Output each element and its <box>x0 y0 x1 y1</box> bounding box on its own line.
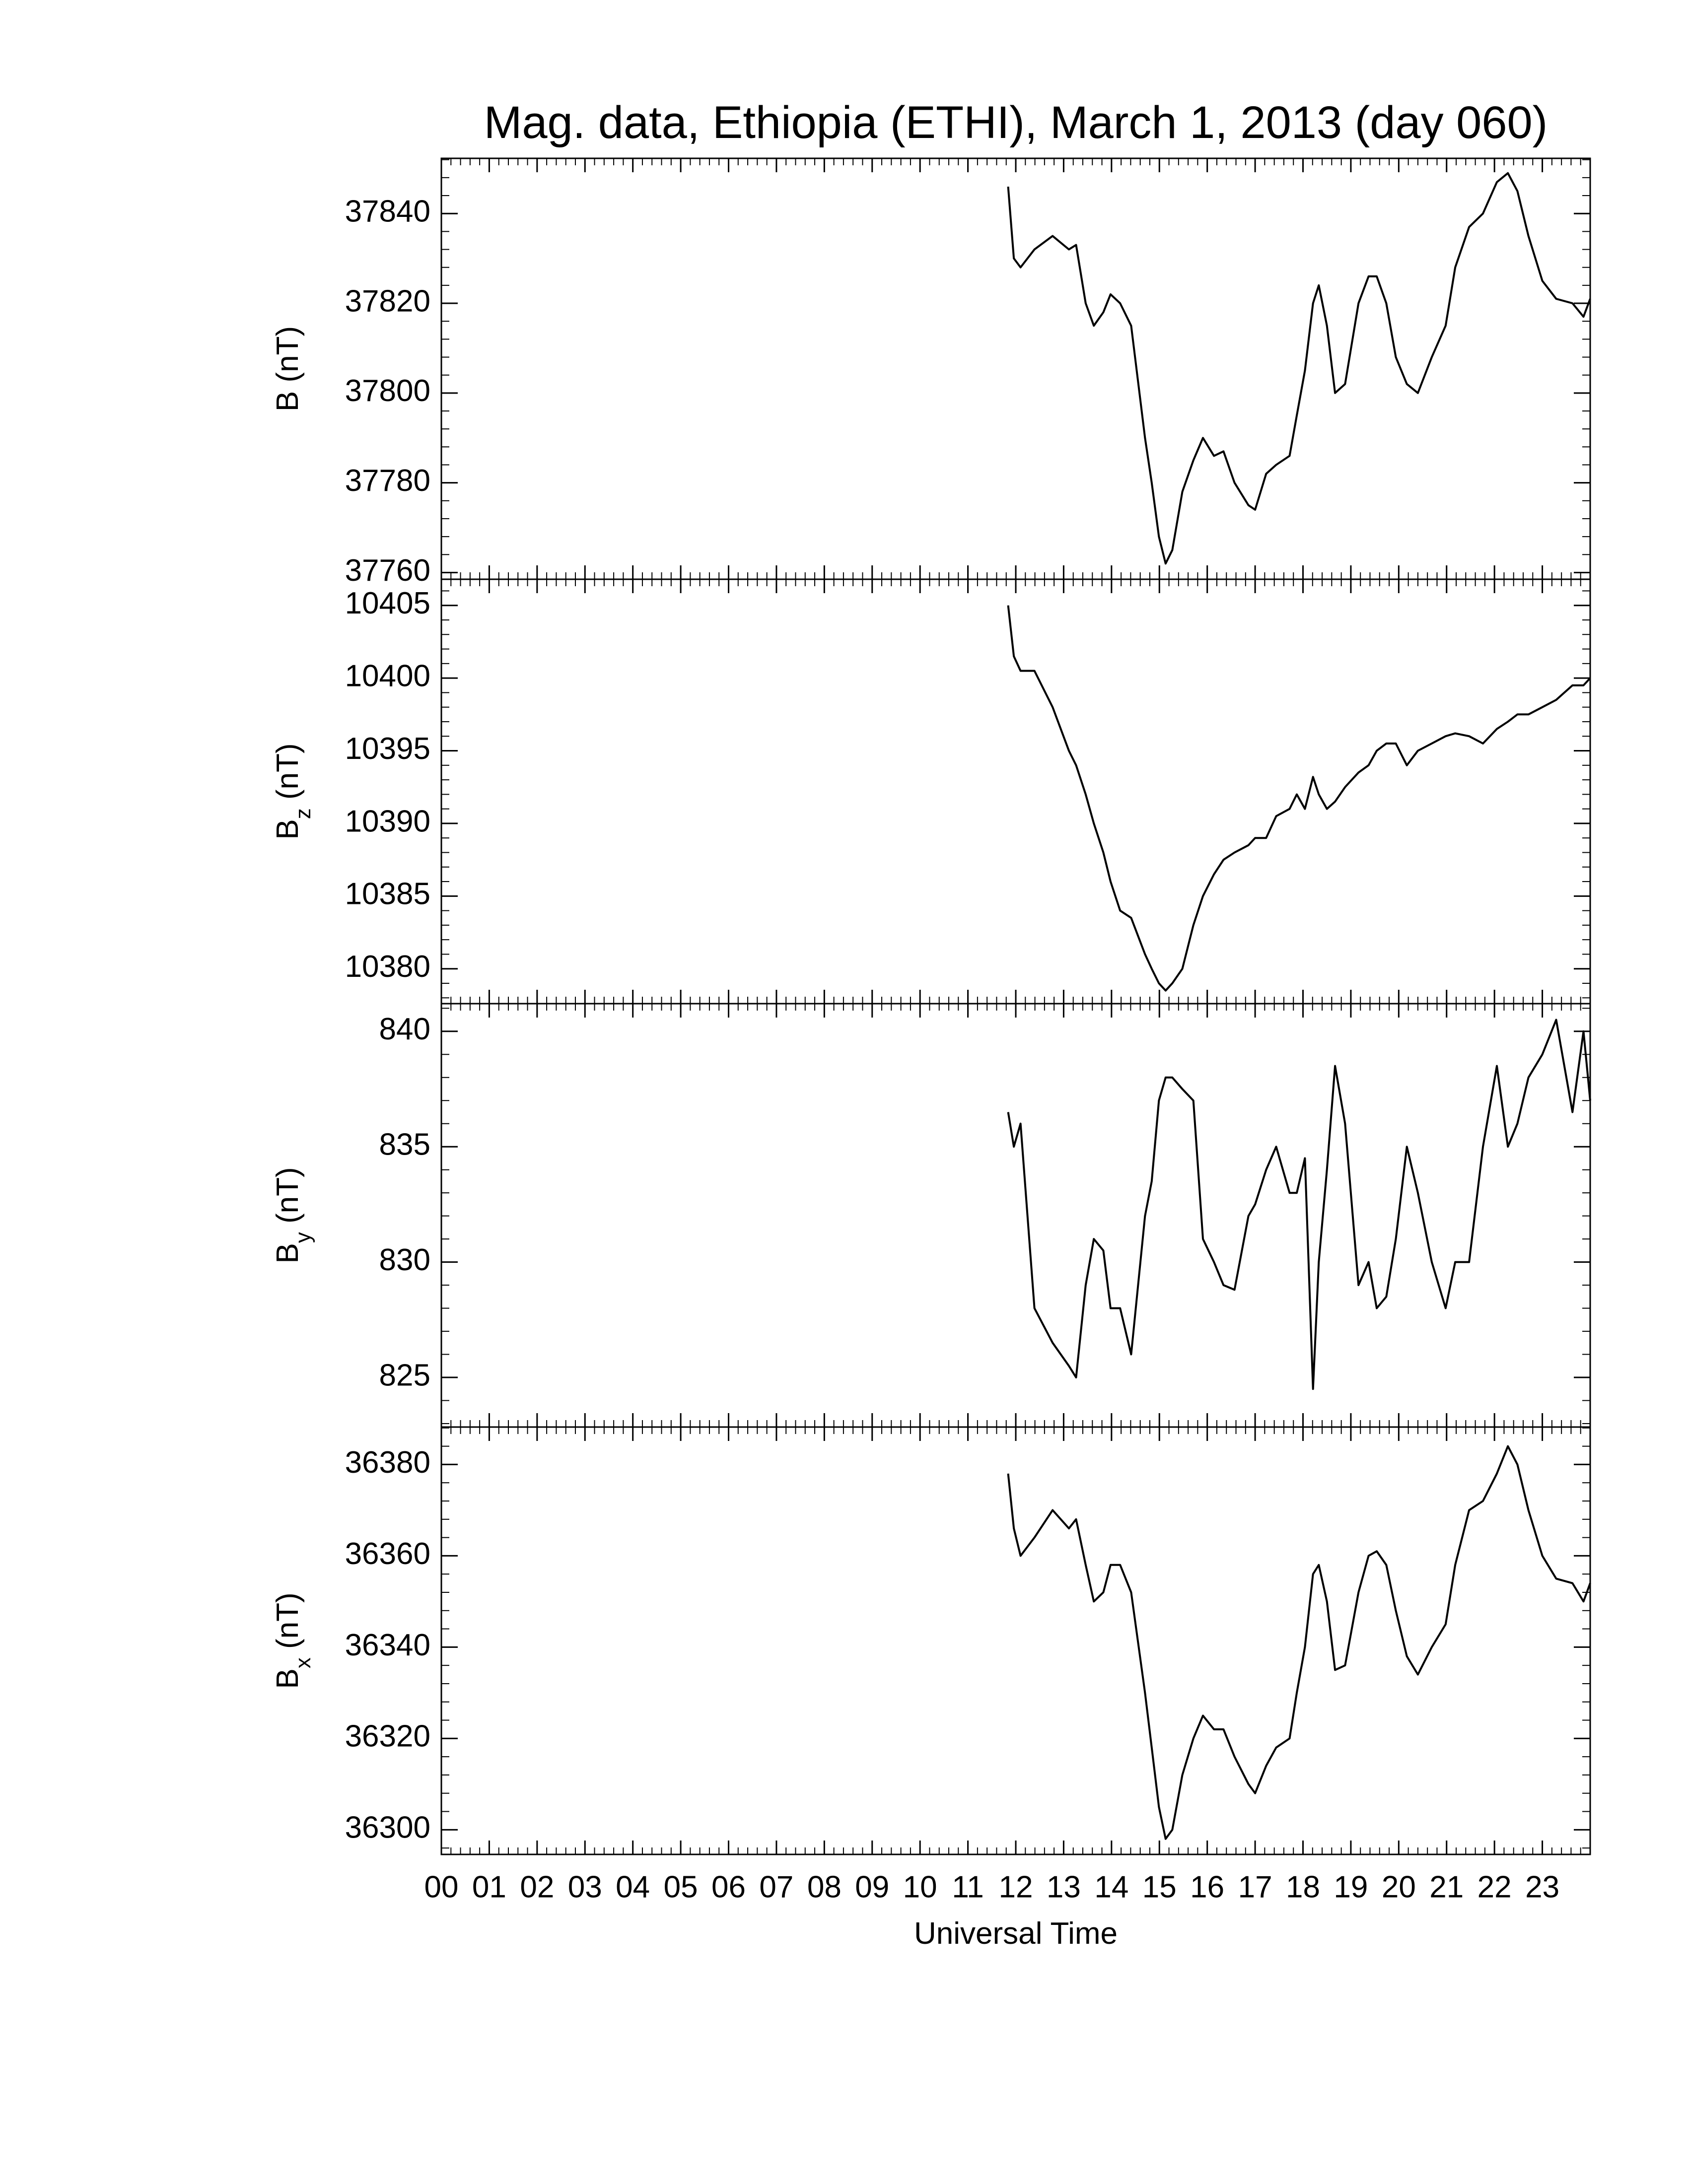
y-tick-label: 36340 <box>345 1628 430 1662</box>
x-tick-label: 11 <box>952 1870 984 1904</box>
y-tick-label: 10405 <box>345 586 430 620</box>
x-tick-label: 22 <box>1477 1870 1512 1904</box>
plot-frame <box>440 1426 1591 1855</box>
x-axis-label: Universal Time <box>914 1916 1118 1951</box>
y-tick-label: 36360 <box>345 1537 430 1571</box>
y-axis-label: Bz (nT) <box>271 743 315 839</box>
x-tick-label: 14 <box>1094 1870 1128 1904</box>
y-tick-label: 840 <box>379 1012 430 1046</box>
y-tick-label: 37800 <box>345 374 430 408</box>
y-axis-label-part: B <box>271 819 305 839</box>
x-tick-label: 07 <box>759 1870 793 1904</box>
y-axis-label-part: (nT) <box>271 326 305 391</box>
plot-frame <box>440 1003 1591 1428</box>
y-axis-label-part: x <box>291 1657 315 1668</box>
x-tick-label: 20 <box>1382 1870 1416 1904</box>
x-tick-label: 15 <box>1142 1870 1177 1904</box>
x-tick-label: 21 <box>1429 1870 1464 1904</box>
x-tick-label: 13 <box>1047 1870 1081 1904</box>
x-tick-label: 09 <box>855 1870 889 1904</box>
x-tick-label: 18 <box>1286 1870 1320 1904</box>
data-line <box>1007 605 1591 992</box>
y-tick-label: 37820 <box>345 284 430 318</box>
y-tick-label: 10395 <box>345 732 430 766</box>
x-tick-label: 19 <box>1334 1870 1368 1904</box>
y-axis-label: By (nT) <box>271 1167 315 1263</box>
x-tick-label: 17 <box>1238 1870 1272 1904</box>
x-tick-label: 03 <box>568 1870 602 1904</box>
x-tick-label: 00 <box>424 1870 459 1904</box>
data-line <box>1007 172 1591 565</box>
y-axis-label: Bx (nT) <box>271 1592 315 1689</box>
y-tick-label: 36320 <box>345 1719 430 1754</box>
y-axis-label-part: (nT) <box>271 1167 305 1232</box>
plot-frame <box>440 157 1591 580</box>
x-tick-label: 04 <box>616 1870 650 1904</box>
x-tick-label: 01 <box>472 1870 506 1904</box>
y-tick-label: 36300 <box>345 1811 430 1845</box>
data-line <box>1007 1445 1591 1840</box>
y-axis-label-part: B <box>271 1243 305 1263</box>
y-tick-label: 37840 <box>345 195 430 229</box>
x-tick-label: 23 <box>1525 1870 1559 1904</box>
y-tick-label: 10400 <box>345 659 430 693</box>
y-axis-label-part: (nT) <box>271 1592 305 1657</box>
x-tick-label: 16 <box>1190 1870 1224 1904</box>
y-tick-label: 36380 <box>345 1445 430 1480</box>
y-tick-label: 10390 <box>345 804 430 838</box>
data-line <box>1007 1019 1591 1390</box>
y-tick-label: 37760 <box>345 553 430 588</box>
y-axis-label: B (nT) <box>271 326 305 411</box>
y-tick-label: 835 <box>379 1128 430 1162</box>
y-axis-label-part: y <box>291 1232 315 1243</box>
x-tick-label: 10 <box>903 1870 937 1904</box>
chart-title: Mag. data, Ethiopia (ETHI), March 1, 201… <box>484 97 1548 148</box>
x-tick-label: 06 <box>711 1870 746 1904</box>
y-tick-label: 830 <box>379 1243 430 1277</box>
y-tick-label: 10385 <box>345 877 430 911</box>
y-axis-label-part: (nT) <box>271 743 305 808</box>
x-tick-label: 12 <box>999 1870 1033 1904</box>
y-tick-label: 10380 <box>345 950 430 984</box>
y-axis-label-part: z <box>291 808 315 819</box>
x-tick-label: 05 <box>664 1870 698 1904</box>
y-axis-label-part: B <box>271 1668 305 1689</box>
y-tick-label: 37780 <box>345 464 430 498</box>
plot-frame <box>440 578 1591 1005</box>
y-axis-label-part: B <box>271 391 305 411</box>
y-tick-label: 825 <box>379 1358 430 1392</box>
x-tick-label: 08 <box>807 1870 842 1904</box>
x-tick-label: 02 <box>520 1870 554 1904</box>
